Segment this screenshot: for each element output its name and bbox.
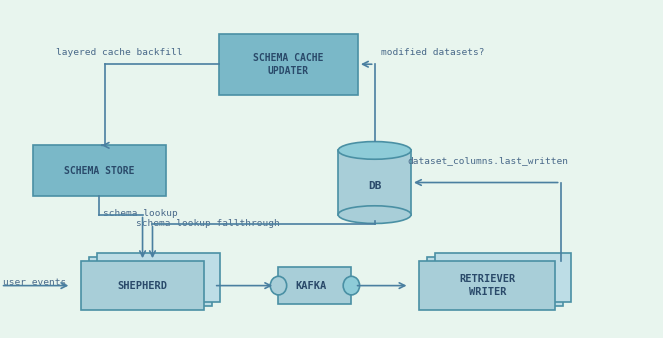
Bar xyxy=(419,261,555,310)
Text: DB: DB xyxy=(368,181,381,191)
Bar xyxy=(278,267,351,304)
Text: user events: user events xyxy=(3,278,66,287)
Text: schema lookup: schema lookup xyxy=(103,209,178,218)
Ellipse shape xyxy=(338,206,411,223)
Bar xyxy=(33,145,166,196)
Text: schema lookup fallthrough: schema lookup fallthrough xyxy=(136,219,280,227)
Text: KAFKA: KAFKA xyxy=(296,281,327,291)
Text: SHEPHERD: SHEPHERD xyxy=(117,281,168,291)
Text: RETRIEVER
WRITER: RETRIEVER WRITER xyxy=(459,274,515,297)
Text: layered cache backfill: layered cache backfill xyxy=(56,48,183,57)
Bar xyxy=(338,150,411,215)
Ellipse shape xyxy=(271,276,286,295)
Bar xyxy=(427,257,563,306)
Bar xyxy=(89,257,212,306)
Text: modified datasets?: modified datasets? xyxy=(381,48,485,57)
Bar xyxy=(82,261,204,310)
Bar xyxy=(219,34,358,95)
Text: SCHEMA STORE: SCHEMA STORE xyxy=(64,166,135,176)
Bar xyxy=(97,253,220,302)
Ellipse shape xyxy=(338,142,411,159)
Bar xyxy=(436,253,571,302)
Text: SCHEMA CACHE
UPDATER: SCHEMA CACHE UPDATER xyxy=(253,53,324,76)
Text: dataset_columns.last_written: dataset_columns.last_written xyxy=(408,156,569,165)
Ellipse shape xyxy=(343,276,359,295)
